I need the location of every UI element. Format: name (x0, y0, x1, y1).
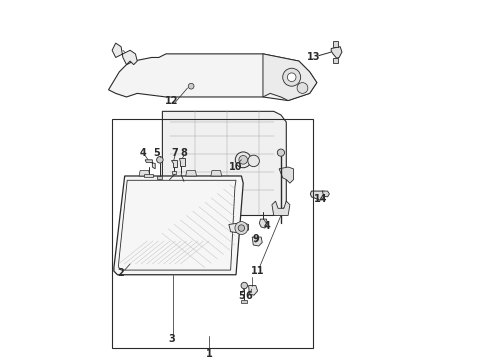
Polygon shape (157, 176, 162, 179)
Polygon shape (172, 171, 176, 174)
Polygon shape (108, 54, 317, 100)
Circle shape (235, 222, 248, 234)
Polygon shape (242, 300, 247, 303)
Text: 2: 2 (118, 268, 124, 278)
Text: 5: 5 (154, 148, 160, 158)
Circle shape (188, 83, 194, 89)
Circle shape (287, 73, 296, 81)
Polygon shape (331, 47, 342, 58)
Polygon shape (186, 171, 196, 176)
Polygon shape (162, 111, 286, 216)
Polygon shape (112, 43, 137, 65)
Circle shape (297, 82, 308, 93)
Polygon shape (145, 174, 153, 177)
Circle shape (235, 152, 251, 168)
Text: 5: 5 (238, 291, 245, 301)
Polygon shape (178, 158, 185, 166)
Bar (112, 118, 313, 348)
Text: 4: 4 (263, 221, 270, 231)
Circle shape (157, 157, 163, 163)
Text: 8: 8 (180, 148, 187, 158)
Text: 3: 3 (168, 334, 175, 345)
Text: 9: 9 (252, 234, 259, 244)
Text: 10: 10 (229, 162, 243, 172)
Circle shape (277, 149, 285, 156)
Polygon shape (263, 54, 317, 100)
Text: 4: 4 (139, 148, 146, 158)
Polygon shape (279, 167, 294, 183)
Polygon shape (211, 171, 221, 176)
Text: 7: 7 (172, 148, 178, 158)
Polygon shape (248, 285, 258, 295)
Text: 12: 12 (165, 95, 178, 105)
Circle shape (241, 282, 247, 289)
Text: 6: 6 (245, 291, 252, 301)
Polygon shape (333, 58, 338, 63)
Text: 13: 13 (306, 53, 320, 63)
Polygon shape (252, 237, 262, 246)
Circle shape (283, 68, 301, 86)
Circle shape (238, 225, 245, 231)
Circle shape (239, 156, 247, 164)
Text: 14: 14 (314, 194, 327, 204)
Polygon shape (310, 191, 325, 200)
Polygon shape (114, 176, 243, 275)
Polygon shape (172, 160, 177, 167)
Text: 11: 11 (251, 266, 264, 276)
Polygon shape (139, 171, 150, 176)
Polygon shape (259, 219, 267, 228)
Polygon shape (322, 191, 329, 197)
Polygon shape (272, 201, 290, 216)
Polygon shape (229, 223, 248, 233)
Circle shape (248, 155, 259, 167)
Polygon shape (333, 41, 339, 47)
Polygon shape (145, 160, 155, 169)
Text: 1: 1 (206, 349, 213, 359)
